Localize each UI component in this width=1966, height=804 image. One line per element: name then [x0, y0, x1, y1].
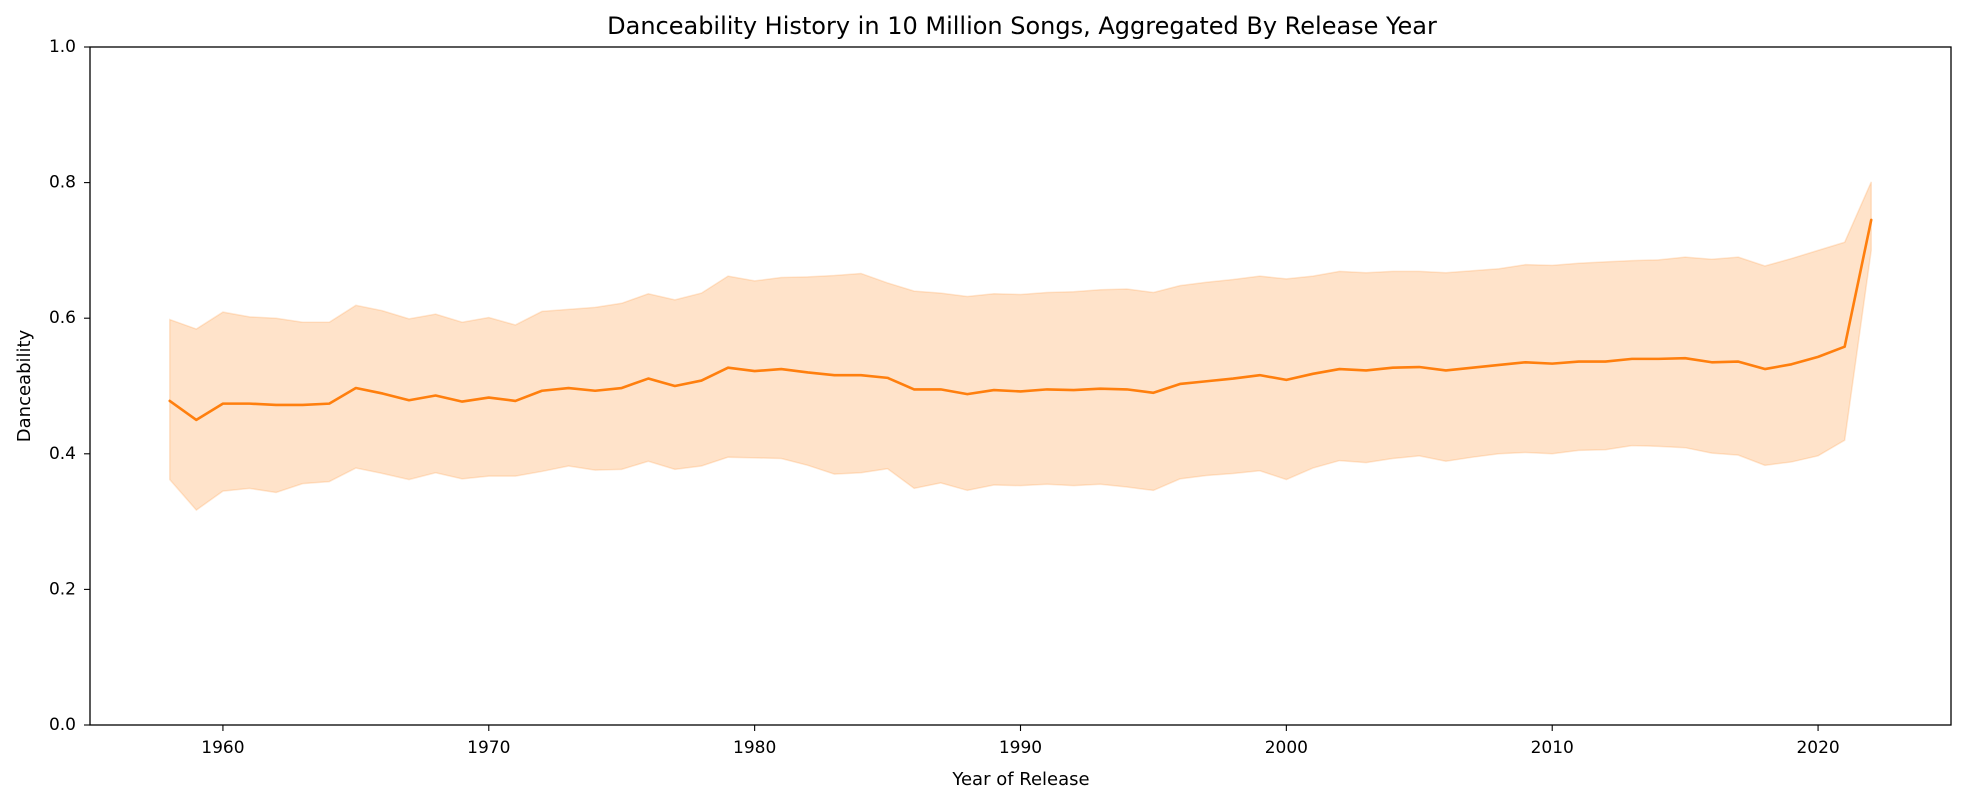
- y-tick-label: 1.0: [49, 37, 76, 57]
- y-tick-label: 0.0: [49, 715, 76, 735]
- x-axis-title: Year of Release: [951, 769, 1089, 790]
- x-tick-label: 1980: [733, 738, 776, 758]
- y-tick: 0.8: [49, 173, 90, 193]
- y-tick: 0.6: [49, 308, 90, 328]
- x-tick-label: 1970: [467, 738, 510, 758]
- y-tick-label: 0.2: [49, 579, 76, 599]
- y-tick-label: 0.6: [49, 308, 76, 328]
- confidence-band: [169, 181, 1872, 512]
- x-tick-label: 2010: [1531, 738, 1574, 758]
- x-tick-label: 1960: [201, 738, 244, 758]
- y-tick: 0.2: [49, 579, 90, 599]
- x-tick-label: 2000: [1265, 738, 1308, 758]
- x-tick: 2000: [1265, 725, 1308, 758]
- chart-title: Danceability History in 10 Million Songs…: [607, 12, 1437, 40]
- y-tick: 0.0: [49, 715, 90, 735]
- y-tick: 0.4: [49, 444, 90, 464]
- x-tick-label: 2020: [1796, 738, 1839, 758]
- y-tick-label: 0.8: [49, 173, 76, 193]
- y-axis-title: Danceability: [14, 329, 35, 442]
- x-tick-label: 1990: [999, 738, 1042, 758]
- x-tick: 2010: [1531, 725, 1574, 758]
- x-tick: 1990: [999, 725, 1042, 758]
- y-tick-label: 0.4: [49, 444, 76, 464]
- y-axis: 0.0 0.2 0.4 0.6 0.8 1.0 Danceability: [14, 37, 90, 735]
- x-tick: 1960: [201, 725, 245, 758]
- x-tick: 1970: [467, 725, 510, 758]
- plot-area: [168, 181, 1873, 512]
- x-tick: 2020: [1796, 725, 1840, 758]
- x-tick: 1980: [733, 725, 776, 758]
- x-axis: 1960 1970 1980 1990 2000 2010 2020 Year …: [201, 725, 1840, 790]
- series-line-danceability: [168, 218, 1873, 422]
- y-tick: 1.0: [49, 37, 90, 57]
